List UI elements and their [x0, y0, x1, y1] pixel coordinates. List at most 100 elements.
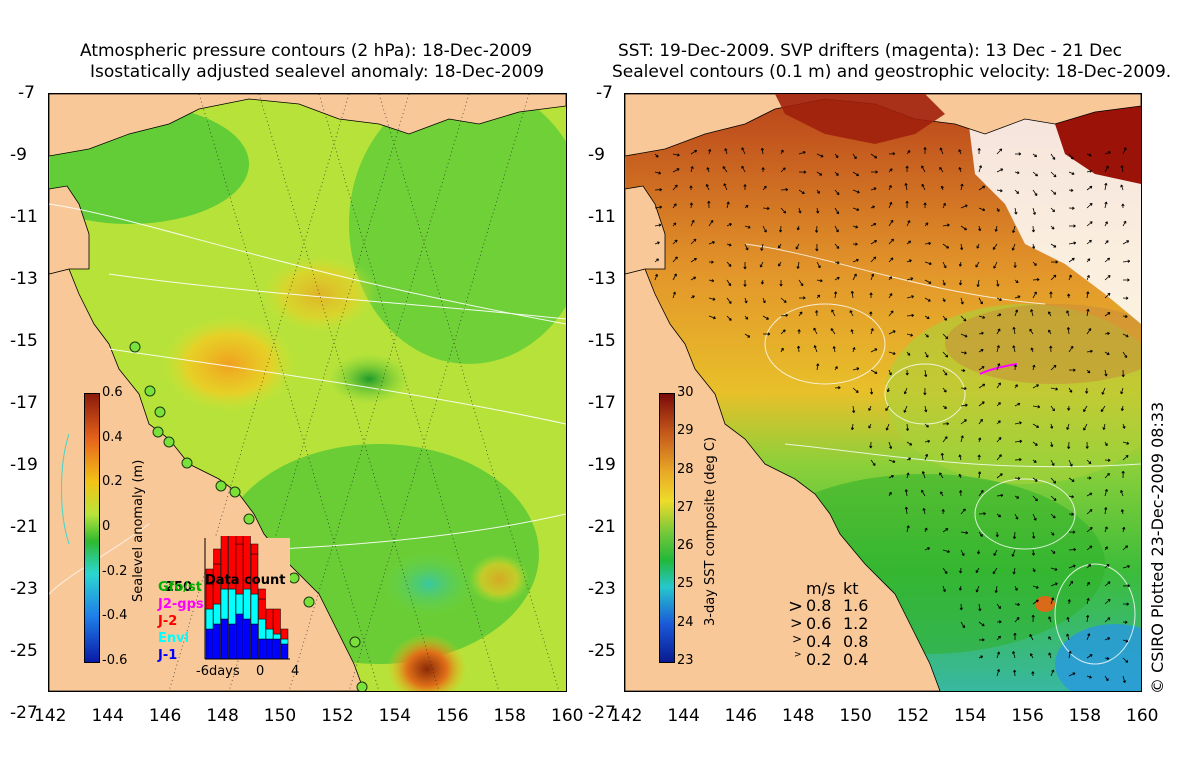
velocity-legend-header-ms: m/s [806, 579, 836, 598]
velocity-vector [1068, 241, 1077, 245]
velocity-vector [1122, 441, 1130, 445]
velocity-vector [978, 401, 985, 407]
sst-colorbar-tick: 23 [677, 653, 694, 668]
velocity-vector [795, 243, 800, 250]
velocity-vector [834, 207, 840, 215]
left-map[interactable] [48, 93, 567, 692]
velocity-vector [1014, 189, 1020, 194]
velocity-vector [654, 258, 659, 263]
velocity-vector [726, 297, 732, 304]
velocity-vector [726, 243, 732, 247]
velocity-vector [654, 171, 662, 175]
velocity-vector [942, 422, 950, 426]
velocity-vector [977, 471, 982, 479]
velocity-vector [1086, 633, 1091, 641]
inset-x-label-zero: 0 [256, 664, 265, 679]
right-map[interactable] [624, 93, 1142, 692]
velocity-vector [1120, 387, 1124, 395]
velocity-vector [1086, 509, 1093, 515]
velocity-vector [996, 513, 1002, 518]
velocity-vector [1083, 405, 1088, 412]
inset-legend-item: J-1 [158, 648, 178, 663]
velocity-vector [906, 351, 911, 356]
velocity-vector [1086, 274, 1090, 281]
sealevel-colorbar-label: Sealevel anomaly (m) [131, 459, 146, 602]
velocity-vector [958, 149, 962, 155]
velocity-vector [762, 332, 771, 336]
x-tick-right: 154 [954, 706, 987, 726]
velocity-vector [923, 202, 927, 209]
velocity-vector [690, 276, 697, 281]
velocity-vector [1104, 617, 1111, 623]
inset-bar [243, 588, 251, 620]
velocity-vector [1032, 384, 1039, 389]
velocity-vector [654, 223, 662, 227]
velocity-vector [1086, 328, 1092, 335]
velocity-vector [778, 225, 783, 233]
inset-bar [243, 536, 251, 590]
sst-map [625, 94, 1141, 691]
velocity-vector [870, 222, 877, 227]
velocity-vector [906, 472, 910, 479]
velocity-vector [923, 387, 927, 396]
velocity-vector [886, 387, 890, 393]
velocity-vector [852, 171, 860, 177]
velocity-vector [834, 189, 840, 196]
velocity-vector [1122, 240, 1130, 245]
velocity-vector [1068, 547, 1077, 552]
velocity-vector [690, 257, 697, 263]
velocity-vector [1086, 239, 1092, 245]
velocity-vector [834, 225, 839, 233]
velocity-legend-arrow: > [788, 596, 804, 617]
velocity-vector [722, 166, 728, 173]
velocity-vector [870, 328, 874, 335]
velocity-vector [996, 651, 1001, 659]
velocity-vector [924, 222, 929, 227]
velocity-vector [1050, 567, 1058, 571]
velocity-vector [996, 313, 1002, 317]
velocity-vector [888, 459, 896, 464]
velocity-vector [996, 454, 1002, 461]
velocity-vector [924, 369, 928, 378]
velocity-vector [906, 525, 910, 533]
velocity-vector [924, 405, 928, 413]
velocity-vector [1031, 225, 1035, 233]
left-title-line1: Atmospheric pressure contours (2 hPa): 1… [80, 41, 533, 61]
velocity-vector [816, 171, 823, 176]
velocity-vector [1029, 328, 1034, 335]
velocity-vector [1122, 565, 1130, 569]
velocity-vector [905, 165, 909, 173]
velocity-vector [778, 261, 782, 267]
velocity-vector [744, 243, 749, 251]
x-tick-left: 158 [493, 706, 526, 726]
velocity-vector [996, 345, 1000, 353]
velocity-vector [1086, 564, 1092, 569]
velocity-legend-ms: 0.8 [806, 596, 832, 615]
velocity-legend-arrow: > [792, 632, 803, 646]
velocity-vector [906, 220, 911, 227]
inset-bar [265, 608, 274, 630]
x-tick-left: 160 [551, 706, 584, 726]
velocity-vector [888, 441, 893, 449]
velocity-vector [1031, 671, 1035, 677]
velocity-vector [924, 453, 929, 461]
velocity-vector [1086, 308, 1090, 317]
sealevel-colorbar-tick: -0.2 [102, 563, 128, 579]
velocity-vector [1104, 351, 1110, 355]
sealevel-colorbar [84, 393, 100, 663]
inset-bar [205, 568, 214, 585]
velocity-vector [1122, 639, 1129, 643]
velocity-vector [942, 261, 947, 269]
velocity-vector [833, 291, 838, 299]
velocity-vector [1014, 458, 1022, 462]
velocity-vector [852, 207, 860, 212]
velocity-vector [780, 207, 787, 214]
sealevel-anomaly-map [49, 94, 566, 691]
velocity-vector [978, 490, 984, 497]
velocity-vector [1050, 274, 1057, 281]
velocity-legend-header-kt: kt [843, 579, 859, 598]
velocity-vector [888, 475, 894, 479]
velocity-vector [814, 225, 819, 233]
velocity-vector [1068, 206, 1075, 210]
velocity-vector [996, 420, 1001, 425]
